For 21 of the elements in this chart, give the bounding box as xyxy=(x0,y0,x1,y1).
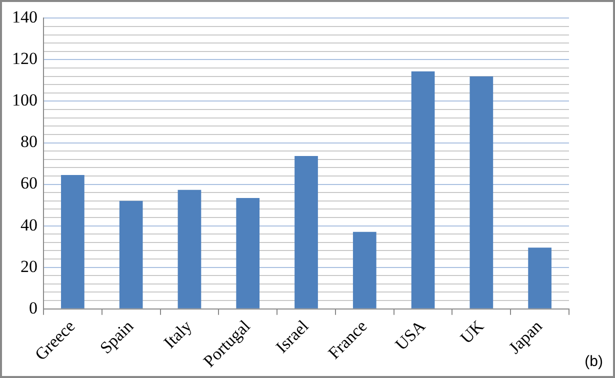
text: (b) xyxy=(584,353,603,370)
bar xyxy=(119,200,143,308)
y-tick-label: 120 xyxy=(12,49,38,68)
y-tick-label: 20 xyxy=(20,256,38,276)
bar xyxy=(236,198,260,308)
bar xyxy=(528,248,552,308)
y-tick-label: 100 xyxy=(12,90,38,110)
bar xyxy=(411,71,435,308)
x-tick-label: Italy xyxy=(160,316,196,352)
x-tick-label: USA xyxy=(392,316,430,354)
y-tick-label: 80 xyxy=(20,132,38,152)
bar xyxy=(61,174,84,308)
y-tick-label: 40 xyxy=(20,215,38,234)
bar xyxy=(470,76,494,308)
bar xyxy=(294,156,318,308)
y-tick-label: 0 xyxy=(29,298,38,318)
y-tick-label: 60 xyxy=(20,174,38,193)
x-tick-label: UK xyxy=(456,316,488,348)
bar xyxy=(352,232,376,308)
y-tick-label: 140 xyxy=(12,8,38,27)
bar xyxy=(178,190,202,308)
